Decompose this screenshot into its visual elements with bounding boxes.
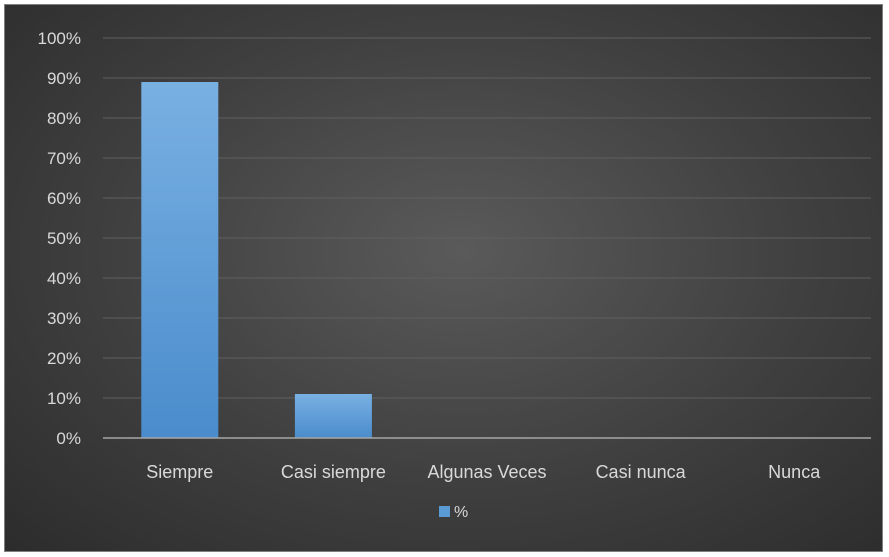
y-tick-label: 70%	[47, 149, 81, 168]
y-tick-label: 50%	[47, 229, 81, 248]
legend-label: %	[454, 504, 468, 521]
bar	[294, 394, 372, 438]
y-tick-label: 90%	[47, 69, 81, 88]
gridlines	[103, 37, 871, 399]
x-tick-label: Casi nunca	[596, 462, 687, 482]
bar-chart: 0% 10% 20% 30% 40% 50% 60% 70% 80% 90% 100% Siempre…	[38, 29, 871, 521]
x-tick-label: Algunas Veces	[427, 462, 546, 482]
y-tick-label: 10%	[47, 389, 81, 408]
legend-swatch	[439, 506, 450, 517]
y-tick-label: 60%	[47, 189, 81, 208]
legend: %	[439, 504, 468, 521]
chart-area: 0% 10% 20% 30% 40% 50% 60% 70% 80% 90% 100% Siempre…	[4, 4, 883, 552]
y-tick-label: 0%	[56, 429, 81, 448]
y-tick-label: 100%	[38, 29, 81, 48]
y-tick-label: 30%	[47, 309, 81, 328]
y-tick-label: 40%	[47, 269, 81, 288]
bars	[141, 82, 372, 438]
x-tick-label: Siempre	[146, 462, 213, 482]
y-tick-label: 80%	[47, 109, 81, 128]
y-tick-label: 20%	[47, 349, 81, 368]
x-tick-label: Casi siempre	[281, 462, 386, 482]
labels: 0% 10% 20% 30% 40% 50% 60% 70% 80% 90% 100% Siempre…	[38, 29, 822, 482]
bar	[141, 82, 219, 438]
x-tick-label: Nunca	[768, 462, 821, 482]
